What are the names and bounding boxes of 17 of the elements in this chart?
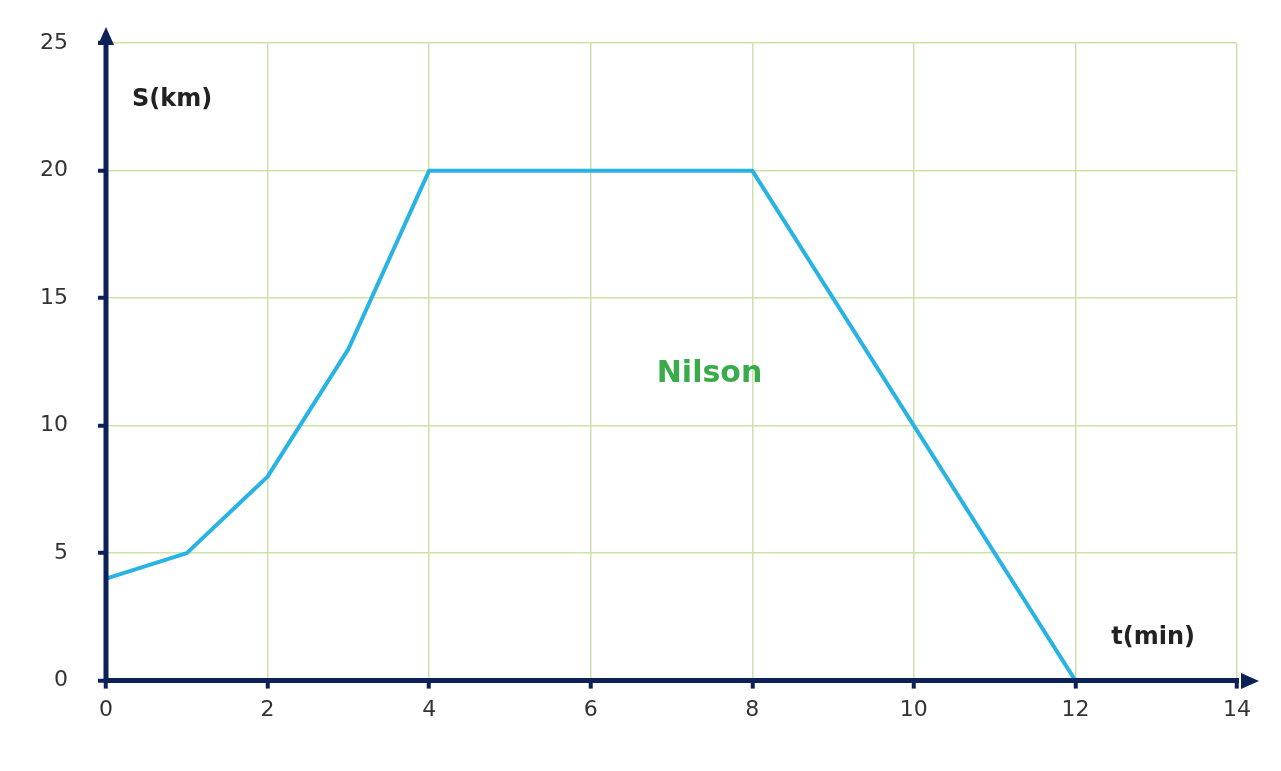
y-tick-label: 15: [39, 283, 68, 309]
x-tick-label: 6: [583, 695, 598, 721]
x-tick-label: 12: [1061, 695, 1090, 721]
y-tick-label: 25: [39, 28, 68, 54]
text: Nilson: [656, 354, 763, 390]
y-tick-label: 0: [53, 666, 68, 692]
y-axis-title: S(km): [131, 84, 213, 113]
x-tick-label: 10: [899, 695, 928, 721]
x-tick-label: 2: [260, 695, 275, 721]
x-tick-label: 14: [1223, 695, 1251, 721]
x-axis-title: t(min): [1111, 621, 1195, 650]
x-tick-label: 0: [98, 695, 113, 721]
x-tick-label: 8: [745, 695, 760, 721]
y-tick-label: 5: [53, 538, 68, 564]
y-tick-label: 10: [39, 411, 68, 437]
x-tick-label: 4: [422, 695, 437, 721]
y-tick-label: 20: [39, 156, 68, 182]
